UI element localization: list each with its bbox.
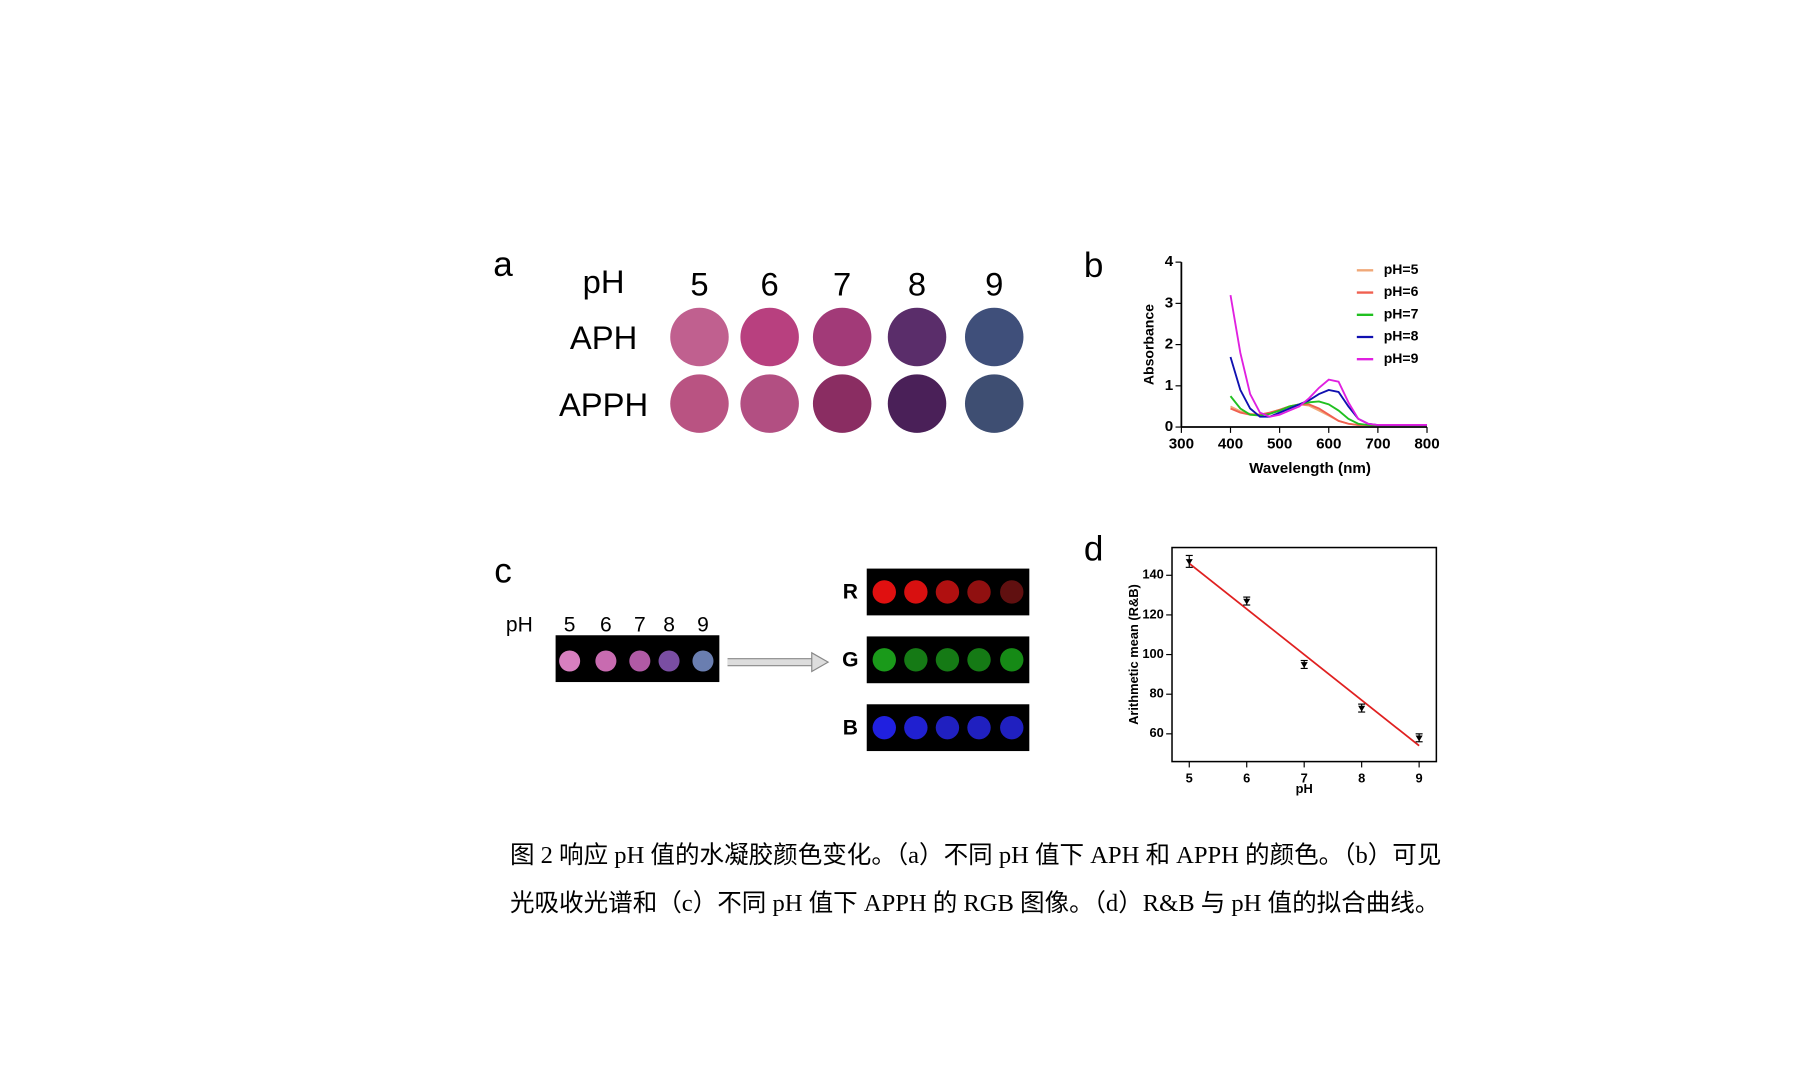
x-tick-label: 7 — [1301, 771, 1308, 786]
x-axis-label: pH — [1296, 781, 1313, 796]
x-tick-label: 6 — [1243, 771, 1250, 786]
sample-dot — [629, 650, 651, 672]
channel-dot — [872, 648, 896, 672]
ph-value: 5 — [690, 265, 708, 302]
channel-dot — [1000, 648, 1024, 672]
x-tick-label: 300 — [1169, 436, 1194, 453]
hydrogel-sample — [740, 374, 799, 433]
y-tick-label: 3 — [1165, 294, 1173, 311]
data-point — [1185, 559, 1193, 565]
legend-label: pH=8 — [1384, 328, 1419, 344]
channel-label: B — [843, 716, 858, 739]
ph-value: 8 — [908, 265, 926, 302]
plot-frame — [1171, 546, 1438, 763]
sample-dot — [658, 650, 680, 672]
ph-value: 9 — [985, 265, 1003, 302]
legend-label: pH=6 — [1384, 283, 1419, 299]
channel-dot — [904, 648, 928, 672]
hydrogel-sample — [964, 374, 1024, 433]
arrow-head — [811, 651, 830, 673]
channel-dot — [967, 715, 991, 740]
panel-label: b — [1084, 246, 1104, 285]
x-tick-label: 5 — [1186, 771, 1193, 786]
legend-label: pH=9 — [1384, 350, 1419, 366]
spectrum-line — [1229, 395, 1428, 426]
y-axis-label: Absorbance — [1140, 304, 1156, 385]
x-axis-label: Wavelength (nm) — [1249, 460, 1371, 477]
channel-dot — [872, 580, 896, 604]
caption: 光吸收光谱和（c）不同 pH 值下 APPH 的 RGB 图像。（d）R&B 与… — [510, 889, 1439, 917]
y-tick-label: 1 — [1165, 377, 1174, 394]
channel-label: R — [843, 581, 858, 604]
row-label: APPH — [559, 386, 648, 423]
hydrogel-sample — [812, 307, 872, 367]
hydrogel-sample — [887, 374, 947, 433]
x-tick-label: 800 — [1414, 436, 1439, 453]
channel-label: G — [842, 649, 858, 672]
spectrum-line — [1229, 294, 1428, 426]
x-tick-label: 500 — [1267, 436, 1292, 453]
x-tick-label: 400 — [1218, 436, 1243, 453]
x-tick-label: 9 — [1416, 771, 1423, 786]
channel-dot — [904, 715, 928, 740]
ph-value: 7 — [634, 613, 646, 636]
channel-dot — [1000, 715, 1024, 740]
y-tick-label: 2 — [1165, 336, 1173, 353]
ph-value: 6 — [761, 265, 779, 302]
ph-label: pH — [506, 613, 533, 636]
panel-label: a — [493, 245, 513, 284]
hydrogel-sample — [670, 307, 729, 367]
channel-dot — [1000, 580, 1024, 604]
legend-label: pH=7 — [1384, 305, 1419, 321]
ph-value: 9 — [697, 613, 709, 636]
ph-value: 8 — [663, 613, 675, 636]
hydrogel-sample — [887, 307, 947, 367]
hydrogel-sample — [964, 307, 1024, 367]
hydrogel-sample — [740, 307, 799, 367]
x-tick-label: 8 — [1358, 771, 1365, 786]
legend-label: pH=5 — [1384, 261, 1419, 277]
sample-dot — [595, 650, 617, 672]
y-tick-label: 80 — [1150, 686, 1164, 701]
y-tick-label: 140 — [1142, 567, 1163, 582]
y-axis-label: Arithmetic mean (R&B) — [1126, 584, 1141, 725]
panel-label: d — [1084, 529, 1104, 568]
data-point — [1300, 662, 1308, 668]
sample-dot — [559, 650, 581, 672]
channel-dot — [967, 580, 991, 604]
y-tick-label: 100 — [1142, 646, 1163, 661]
panel-label: c — [494, 552, 512, 591]
ph-value: 6 — [600, 613, 612, 636]
caption: 图 2 响应 pH 值的水凝胶颜色变化。（a）不同 pH 值下 APH 和 AP… — [510, 841, 1441, 869]
ph-value: 5 — [564, 613, 576, 636]
channel-dot — [935, 580, 960, 604]
data-point — [1243, 598, 1251, 605]
ph-label: pH — [583, 263, 625, 300]
channel-dot — [872, 715, 896, 740]
channel-dot — [935, 715, 960, 740]
fit-line — [1188, 562, 1420, 747]
data-point — [1415, 735, 1423, 742]
hydrogel-sample — [812, 374, 872, 433]
hydrogel-sample — [670, 374, 729, 433]
y-tick-label: 0 — [1165, 418, 1173, 435]
y-tick-label: 60 — [1150, 725, 1164, 740]
channel-dot — [967, 648, 991, 672]
sample-dot — [692, 650, 714, 672]
ph-value: 7 — [833, 265, 851, 302]
data-point — [1358, 705, 1366, 712]
row-label: APH — [570, 319, 637, 356]
y-tick-label: 4 — [1165, 253, 1174, 270]
y-tick-label: 120 — [1142, 606, 1163, 621]
channel-dot — [904, 580, 928, 604]
x-tick-label: 700 — [1365, 436, 1390, 453]
x-tick-label: 600 — [1316, 436, 1341, 453]
channel-dot — [935, 648, 960, 672]
